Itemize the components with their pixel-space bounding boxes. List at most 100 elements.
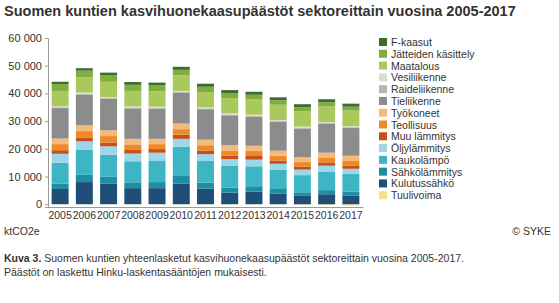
y-tick-label: 40 000	[8, 87, 42, 99]
series-group	[52, 93, 360, 157]
x-tick: 2008	[121, 207, 145, 221]
bar-segment	[149, 107, 166, 109]
bar-segment	[149, 91, 166, 107]
bar-segment	[221, 145, 238, 150]
bar-segment	[318, 102, 335, 106]
y-tick: 0	[36, 198, 48, 210]
x-tick: 2014	[267, 207, 291, 221]
bar-segment	[100, 97, 117, 98]
bar-segment	[52, 154, 69, 163]
bar-segment	[318, 122, 335, 123]
bar-segment	[76, 71, 93, 78]
legend: F-kaasutJätteiden käsittelyMaatalousVesi…	[379, 36, 475, 201]
series-group	[52, 91, 360, 128]
bar-segment	[342, 111, 359, 127]
bar-segment	[124, 154, 141, 162]
x-tick: 2009	[145, 207, 169, 221]
bar-segment	[342, 107, 359, 111]
bar-segment	[124, 91, 141, 107]
bar-segment	[173, 70, 190, 76]
x-tick-label: 2015	[291, 209, 315, 221]
bar-segment	[173, 92, 190, 94]
x-tick-label: 2007	[97, 209, 121, 221]
x-tick: 2013	[242, 207, 266, 221]
x-tick-label: 2013	[242, 209, 266, 221]
bar-segment	[245, 160, 262, 167]
legend-swatch	[379, 156, 387, 164]
x-tick: 2011	[194, 207, 217, 221]
bar-segment	[197, 145, 214, 150]
series-group	[52, 135, 360, 170]
bar-segment	[245, 115, 262, 117]
bar-segment	[124, 107, 141, 109]
bar-segment	[149, 153, 166, 161]
bar-segment	[197, 92, 214, 107]
x-tick: 2007	[97, 207, 121, 221]
bar-segment	[270, 189, 287, 193]
bar-segment	[318, 123, 335, 125]
bar-segment	[197, 150, 214, 154]
bar-segment	[173, 124, 190, 130]
bar-segment	[173, 93, 190, 124]
bar-segment	[294, 167, 311, 170]
bar-segment	[318, 153, 335, 158]
bar-segment	[270, 160, 287, 163]
x-axis-line	[49, 207, 364, 208]
series-group	[52, 147, 360, 192]
bar-segment	[342, 128, 359, 156]
bar-segment	[76, 137, 93, 141]
bar-segment	[294, 157, 311, 162]
bar-segment	[76, 175, 93, 182]
y-tick-mark	[45, 66, 48, 67]
bar-segment	[342, 161, 359, 165]
bar-segment	[76, 150, 93, 175]
bar-segment	[245, 92, 262, 95]
bar-segment	[149, 188, 166, 204]
bar-segment	[197, 189, 214, 205]
legend-swatch	[379, 168, 387, 176]
bar-segment	[100, 73, 117, 76]
y-tick-label: 30 000	[8, 115, 42, 127]
legend-swatch	[379, 191, 387, 199]
bar-segment	[197, 107, 214, 108]
bar-segment	[294, 129, 311, 158]
bar-segment	[173, 176, 190, 183]
bar-segment	[270, 121, 287, 123]
legend-label: Tuulivoima	[391, 189, 442, 201]
bar-segment	[318, 99, 335, 102]
bar-segment	[149, 144, 166, 149]
bar-segment	[245, 117, 262, 146]
caption: Kuva 3. Suomen kuntien yhteenlasketut ka…	[4, 252, 464, 264]
bar-segment	[100, 130, 117, 136]
series-group	[52, 204, 360, 205]
bar-segment	[270, 100, 287, 104]
y-tick-mark	[45, 149, 48, 150]
bar-segment	[52, 82, 69, 84]
bar-segment	[221, 113, 238, 114]
y-tick-label: 50 000	[8, 60, 42, 72]
bar-segment	[197, 84, 214, 87]
source: © SYKE	[512, 225, 551, 237]
bar-segment	[342, 165, 359, 168]
bar-segment	[197, 108, 214, 110]
y-tick-label: 60 000	[8, 32, 42, 44]
caption-label: Kuva 3.	[4, 252, 41, 264]
bar-segment	[76, 68, 93, 70]
bar-segment	[149, 139, 166, 144]
bar-segment	[342, 191, 359, 195]
x-tick-label: 2005	[48, 209, 72, 221]
bar-segment	[149, 83, 166, 86]
bar-segment	[52, 107, 69, 109]
bar-segment	[149, 160, 166, 182]
bar-segment	[124, 188, 141, 204]
bar-segment	[294, 107, 311, 111]
y-tick-mark	[45, 121, 48, 122]
x-tick-label: 2012	[218, 209, 242, 221]
bar-segment	[270, 170, 287, 189]
bar-segment	[197, 154, 214, 161]
bar-segment	[197, 161, 214, 183]
bar-segment	[294, 104, 311, 107]
series-group	[52, 92, 360, 129]
bar-segment	[149, 109, 166, 139]
legend-label: Raideliikenne	[391, 83, 454, 95]
